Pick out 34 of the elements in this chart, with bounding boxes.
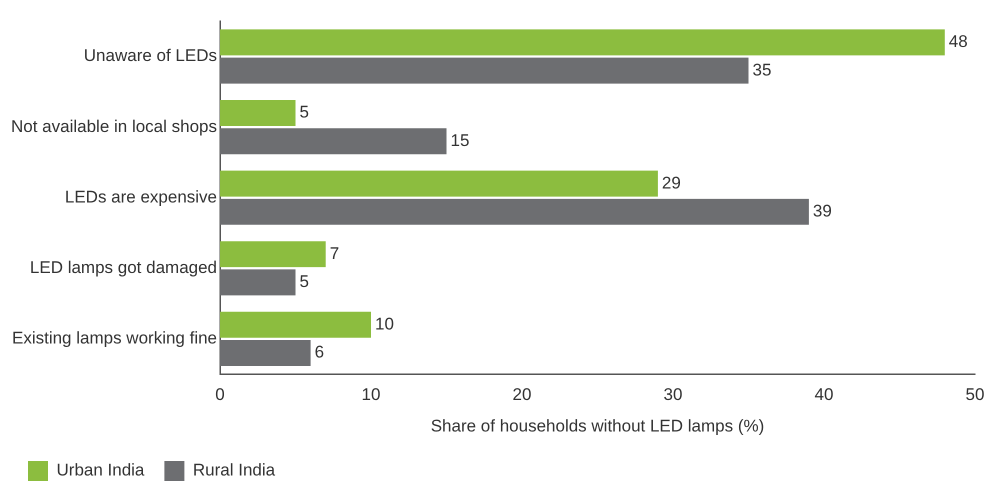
legend-label: Rural India xyxy=(192,460,276,480)
y-tick-label: Not available in local shops xyxy=(10,116,218,136)
data-label: 7 xyxy=(330,244,340,263)
data-label: 5 xyxy=(300,272,309,292)
x-tick-label: 40 xyxy=(814,385,834,404)
bar xyxy=(220,241,326,268)
y-tick-label: Unaware of LEDs xyxy=(84,46,218,66)
bar xyxy=(220,269,296,296)
y-tick-label: LED lamps got damaged xyxy=(30,258,218,277)
data-label: 6 xyxy=(314,342,324,362)
data-label: 5 xyxy=(300,102,309,122)
x-tick-label: 30 xyxy=(664,385,682,404)
x-axis-title: Share of households without LED lamps (%) xyxy=(430,416,764,436)
data-label: 35 xyxy=(752,60,772,80)
x-tick-label: 20 xyxy=(512,385,532,404)
bar xyxy=(220,312,372,338)
x-tick-label: 50 xyxy=(966,385,984,404)
bar xyxy=(220,340,311,366)
data-label: 29 xyxy=(662,173,681,192)
bar xyxy=(220,198,809,225)
data-label: 48 xyxy=(948,32,968,52)
data-label: 39 xyxy=(812,202,832,221)
bar xyxy=(220,29,945,56)
x-tick-label: 0 xyxy=(215,385,225,404)
bar xyxy=(220,100,296,126)
bar xyxy=(220,58,749,84)
x-tick-label: 10 xyxy=(362,385,380,404)
bar xyxy=(220,170,658,197)
y-tick-label: Existing lamps working fine xyxy=(12,328,218,348)
data-label: 15 xyxy=(450,130,470,150)
y-tick-label: LEDs are expensive xyxy=(64,187,218,206)
legend-label: Urban India xyxy=(56,460,145,480)
bar xyxy=(220,128,447,154)
data-label: 10 xyxy=(375,314,394,334)
